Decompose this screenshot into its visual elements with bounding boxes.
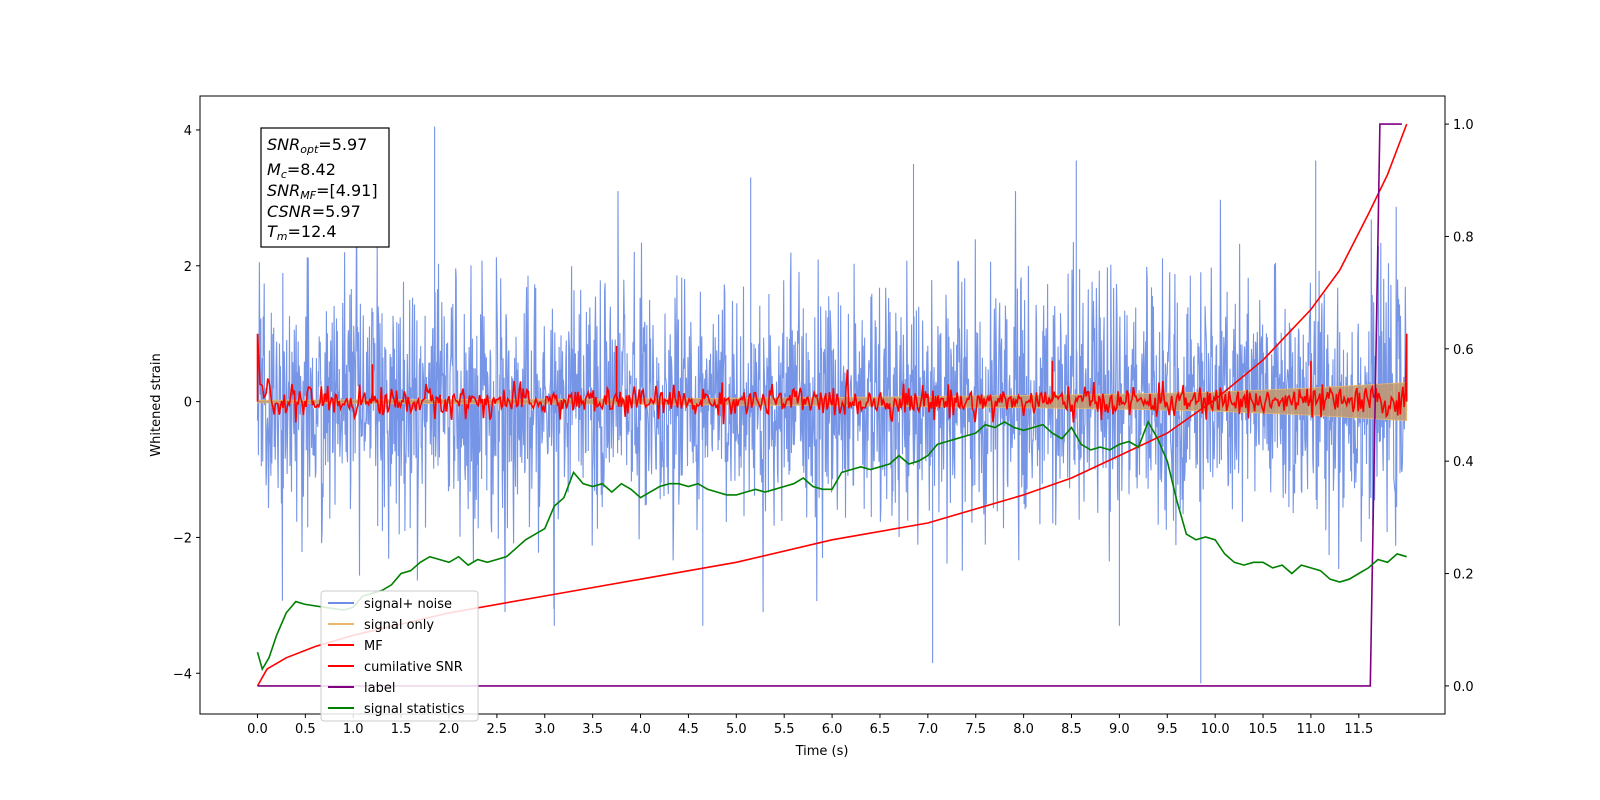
series-label: [257, 123, 1402, 687]
x-tick-label: 11.5: [1344, 722, 1373, 737]
x-tick-label: 0.0: [247, 722, 268, 737]
series-signal-statistics: [256, 420, 1407, 672]
y-tick-label: 2: [184, 260, 192, 275]
legend: signal+ noise signal only MF cumilative …: [320, 590, 479, 722]
x-tick-label: 7.5: [965, 722, 986, 737]
stats-snr-opt: SNRopt=5.97: [267, 135, 367, 156]
x-tick-label: 10.0: [1201, 722, 1230, 737]
x-tick-label: 11.0: [1296, 722, 1325, 737]
x-axis-label: Time (s): [795, 744, 849, 759]
y-tick-label: 0: [184, 396, 192, 411]
x-tick-label: 3.5: [582, 722, 603, 737]
x-tick-label: 3.0: [534, 722, 555, 737]
x-tick-label: 8.5: [1061, 722, 1082, 737]
series-mf: [256, 333, 1408, 425]
y2-tick-label: 0.8: [1453, 230, 1474, 245]
x-tick-label: 8.0: [1013, 722, 1034, 737]
x-tick-label: 6.0: [822, 722, 843, 737]
y2-tick-label: 0.4: [1453, 455, 1474, 470]
x-tick-label: 1.5: [391, 722, 412, 737]
stats-box: SNRopt=5.97 Mc=8.42 SNRMF=[4.91] CSNR=5.…: [260, 127, 390, 248]
y2-tick-label: 0.2: [1453, 568, 1474, 583]
x-tick-label: 5.0: [726, 722, 747, 737]
y2-tick-label: 0.6: [1453, 343, 1474, 358]
plot-frame: [199, 95, 1446, 715]
x-tick-label: 4.5: [678, 722, 699, 737]
stats-snr-mf: SNRMF=[4.91]: [267, 181, 378, 202]
x-tick-label: 5.5: [774, 722, 795, 737]
x-tick-label: 0.5: [295, 722, 316, 737]
y-axis-right: 1.0 0.8 0.6 0.4 0.2 0.0: [1445, 118, 1474, 695]
legend-frame: [320, 590, 479, 722]
stats-tm: Tm=12.4: [267, 222, 337, 243]
x-tick-label: 9.0: [1109, 722, 1130, 737]
x-tick-label: 2.5: [487, 722, 508, 737]
stats-mc: Mc=8.42: [267, 160, 336, 181]
x-tick-label: 7.0: [918, 722, 939, 737]
y2-tick-label: 1.0: [1453, 118, 1474, 133]
y-tick-label: −4: [173, 667, 192, 682]
stats-box-border: [260, 127, 390, 248]
y-axis-label: Whitened strain: [149, 353, 164, 456]
y2-tick-label: 0.0: [1453, 680, 1474, 695]
x-tick-label: 10.5: [1249, 722, 1278, 737]
x-tick-label: 4.0: [630, 722, 651, 737]
x-tick-label: 6.5: [870, 722, 891, 737]
legend-label-cumulative-snr: cumilative SNR: [364, 660, 463, 675]
x-tick-label: 2.0: [439, 722, 460, 737]
x-tick-label: 1.0: [343, 722, 364, 737]
y-tick-label: −2: [173, 531, 192, 546]
series-signal-noise: [256, 126, 1408, 684]
legend-label-signal-only: signal only: [364, 618, 434, 633]
y-tick-label: 4: [184, 124, 192, 139]
y-axis-left: 4 2 0 −2 −4: [173, 124, 200, 682]
legend-label-mf: MF: [364, 639, 383, 654]
legend-label-signal-noise: signal+ noise: [364, 597, 452, 612]
legend-label-signal-statistics: signal statistics: [364, 702, 465, 717]
stats-csnr: CSNR=5.97: [267, 202, 361, 221]
x-tick-label: 9.5: [1157, 722, 1178, 737]
legend-label-label: label: [364, 681, 395, 696]
